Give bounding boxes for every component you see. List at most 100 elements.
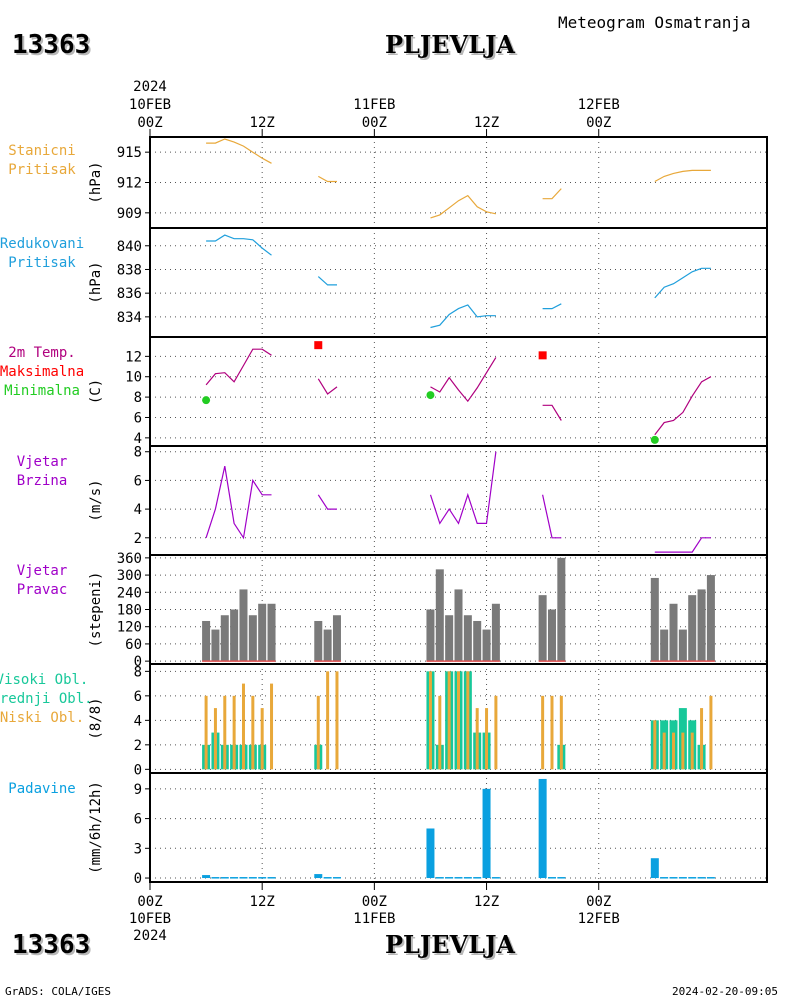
precip-bar: [678, 877, 687, 879]
panel-cloud-cover: 0 2 4 6 8 Visoki Obl. Srednji Obl. Niski Obl. (8…: [0, 663, 768, 778]
wind-direction-bar: [557, 557, 566, 662]
low-cloud-bar: [326, 671, 330, 770]
wind-direction-bar: [445, 615, 454, 662]
precip-bar: [473, 877, 482, 879]
y-tick-label: 912: [117, 176, 142, 192]
series-line: [317, 276, 337, 286]
panel-label: Vjetar: [17, 454, 68, 470]
y-tick-label: 360: [117, 551, 142, 567]
wind-direction-bar: [473, 620, 482, 662]
station-id: 13363: [12, 30, 91, 60]
low-cloud-bar: [270, 683, 274, 770]
panel-label: Redukovani: [0, 236, 84, 252]
footer-credit: GrADS: COLA/IGES: [5, 985, 111, 998]
max-temp-marker: [314, 341, 323, 350]
y-axis-unit: (hPa): [88, 261, 104, 303]
precip-bar: [426, 828, 435, 879]
min-temp-marker: [426, 391, 435, 400]
series-line: [654, 169, 711, 183]
wind-direction-bar: [650, 577, 659, 662]
y-axis-unit: (mm/6h/12h): [88, 781, 104, 874]
precip-bar: [688, 877, 697, 879]
y-tick-label: 4: [134, 431, 142, 447]
y-tick-label: 834: [117, 310, 142, 326]
low-cloud-bar: [494, 695, 498, 770]
low-cloud-bar: [335, 671, 339, 770]
precip-bar: [332, 877, 341, 879]
low-cloud-bar: [251, 695, 255, 770]
low-cloud-bar: [681, 732, 685, 770]
precip-bar: [491, 877, 500, 879]
low-cloud-bar: [672, 732, 676, 770]
panel-reduced-pressure: 834 836 838 840 Redukovani Pritisak (hPa): [0, 227, 768, 338]
y-tick-label: 180: [117, 603, 142, 619]
low-cloud-bar: [541, 695, 545, 770]
low-cloud-bar: [690, 732, 694, 770]
wind-direction-bar: [547, 609, 556, 662]
wind-direction-bar: [267, 603, 276, 662]
time-date-label: 12FEB: [578, 97, 620, 113]
low-cloud-bar: [260, 708, 264, 770]
panel-label: Brzina: [17, 473, 68, 489]
low-cloud-bar: [700, 708, 704, 770]
wind-direction-bar: [491, 603, 500, 662]
wind-direction-bar: [332, 615, 341, 662]
panel-precipitation: 0 3 6 9 Padavine (mm/6h/12h): [8, 772, 768, 887]
precip-bar: [650, 858, 659, 879]
time-date-label: 12FEB: [578, 911, 620, 927]
precip-bar: [463, 877, 472, 879]
low-cloud-bar: [316, 695, 320, 770]
time-date-label: 10FEB: [129, 911, 171, 927]
wind-direction-bar: [454, 589, 463, 662]
y-tick-label: 2: [134, 738, 142, 754]
wind-direction-bar: [463, 615, 472, 662]
y-axis-unit: (stepeni): [88, 572, 104, 648]
y-tick-label: 6: [134, 473, 142, 489]
y-tick-label: 915: [117, 145, 142, 161]
y-tick-label: 60: [125, 637, 142, 653]
y-tick-label: 0: [134, 871, 142, 887]
time-tick-label: 12Z: [474, 115, 499, 131]
precip-bar: [445, 877, 454, 879]
series-line: [205, 465, 272, 540]
series-line: [654, 376, 712, 436]
precip-bar: [267, 877, 276, 879]
series-line: [206, 234, 272, 256]
low-cloud-bar: [447, 671, 451, 770]
precip-bar: [547, 877, 556, 879]
panel-label: Vjetar: [17, 563, 68, 579]
y-tick-label: 9: [134, 782, 142, 798]
series-line: [542, 494, 562, 539]
precip-bar: [454, 877, 463, 879]
panel-wind-speed: 2 4 6 8 Vjetar Brzina (m/s): [17, 445, 768, 556]
low-cloud-bar: [466, 671, 470, 770]
precip-bar: [248, 877, 257, 879]
wind-direction-bar: [706, 575, 715, 662]
time-year-label: 2024: [133, 79, 167, 95]
y-tick-label: 6: [134, 689, 142, 705]
y-tick-label: 2: [134, 531, 142, 547]
panel-temperature: 4 6 8 10 12 2m Temp. Maksimalna Minimalna (C): [0, 336, 768, 447]
time-tick-label: 12Z: [250, 115, 275, 131]
wind-direction-bar: [660, 629, 669, 662]
precip-bar: [323, 877, 332, 879]
wind-direction-bar: [678, 629, 687, 662]
panel-frame: [149, 772, 768, 883]
time-year-label: 2024: [133, 928, 167, 944]
panel-label: Niski Obl.: [0, 710, 84, 726]
low-cloud-bar: [232, 695, 236, 770]
time-tick-label: 00Z: [362, 115, 387, 131]
y-tick-label: 6: [134, 410, 142, 426]
panel-label: Padavine: [8, 781, 75, 797]
time-date-label: 11FEB: [353, 911, 395, 927]
y-tick-label: 0: [134, 654, 142, 670]
series-line: [317, 378, 338, 395]
precip-bar: [258, 877, 267, 879]
low-cloud-bar: [428, 671, 432, 770]
wind-direction-bar: [426, 609, 435, 662]
min-temp-marker: [650, 435, 659, 444]
wind-direction-bar: [482, 629, 491, 662]
panel-label: Minimalna: [4, 383, 80, 399]
